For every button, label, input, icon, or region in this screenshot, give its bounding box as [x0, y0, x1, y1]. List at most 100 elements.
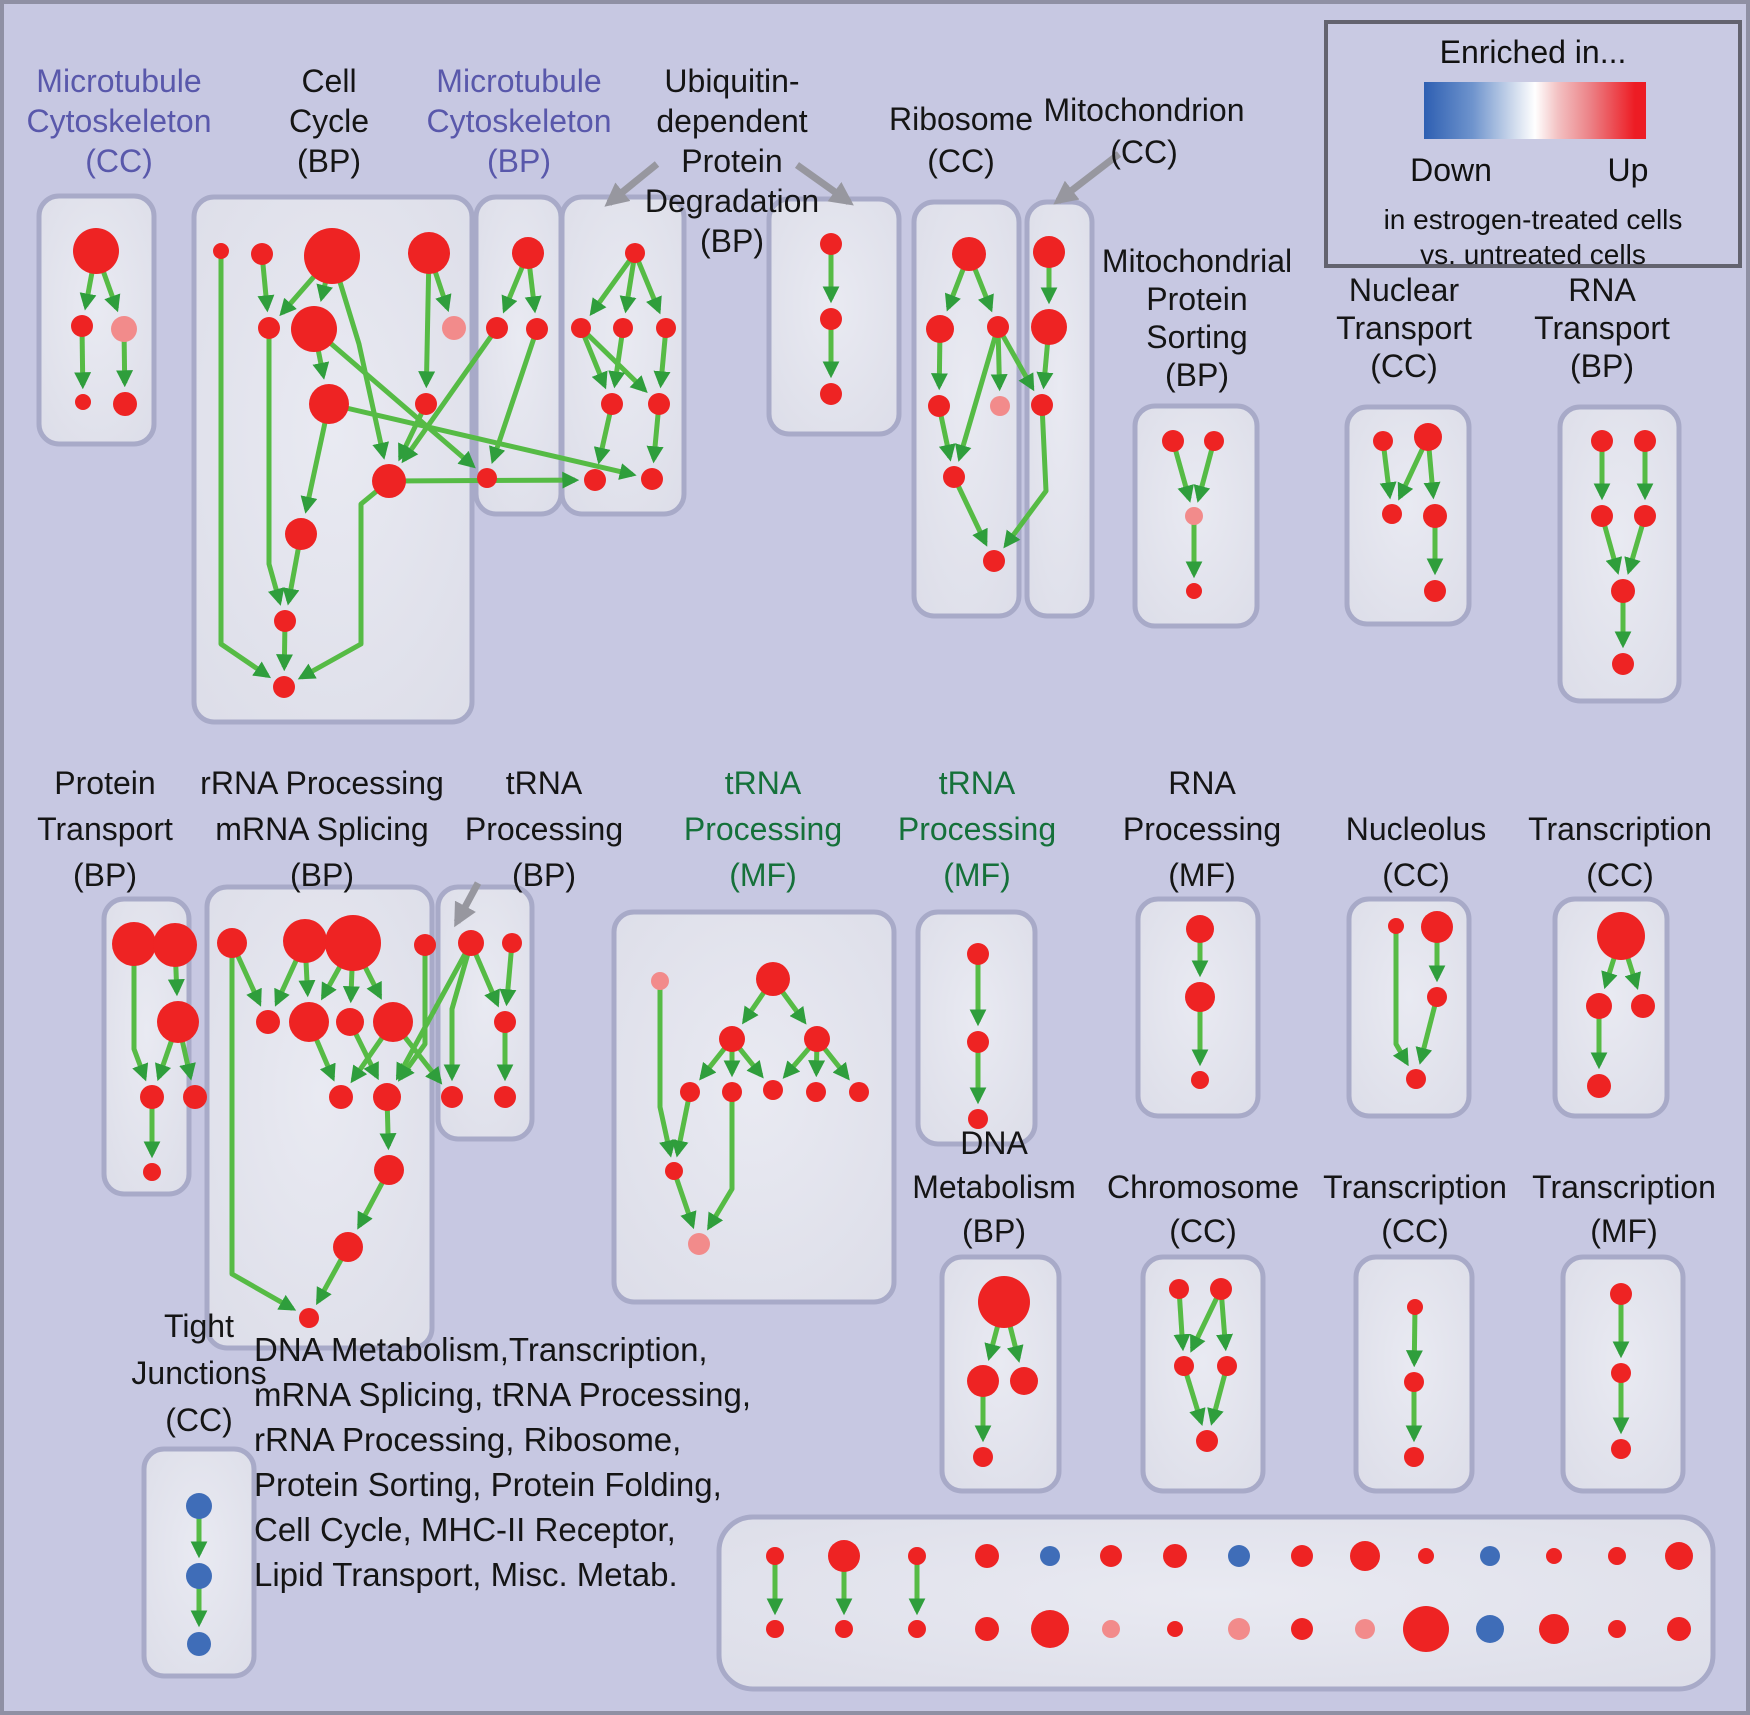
go-term-node-misc-terms-15 [766, 1620, 784, 1638]
go-term-node-misc-terms-2 [908, 1547, 926, 1565]
go-term-node-rna-transport-1 [1634, 430, 1656, 452]
edge-arrow-nucleolus [1415, 996, 1440, 1065]
cluster-label-rna-processing-mf-line1: RNA [1168, 765, 1236, 801]
go-term-node-chromosome-0 [1169, 1279, 1189, 1299]
cluster-label-trna-processing-bp-line1: tRNA [506, 765, 583, 801]
go-term-node-transcription-cc-mid-2 [1631, 994, 1655, 1018]
cluster-label-nuclear-transport-cc-line3: (CC) [1370, 348, 1438, 384]
cluster-label-trna-processing-bp-line3: (BP) [512, 857, 576, 893]
legend-title: Enriched in... [1439, 34, 1627, 70]
go-term-node-trna-processing-bp-2 [494, 1011, 516, 1033]
go-term-node-ribosome-1 [926, 315, 954, 343]
go-term-node-misc-terms-27 [1539, 1614, 1569, 1644]
edge-arrow-trna-processing-mf-big [671, 1091, 693, 1158]
cross-edge-trna-bp-to-rrna [395, 941, 474, 1081]
go-term-node-dna-metabolism-1 [967, 1365, 999, 1397]
go-term-node-mitochondrion-0 [1033, 236, 1065, 268]
pointer-to-mitochondrion-box-icon [1053, 151, 1122, 205]
edge-arrow-nucleolus [1392, 926, 1409, 1067]
go-term-node-misc-terms-4 [1040, 1546, 1060, 1566]
go-term-node-trna-processing-mf-big-8 [849, 1082, 869, 1102]
go-term-node-rrna-processing-mrna-splicing-2 [325, 915, 381, 971]
cluster-label-microtubule-cytoskeleton-cc-line3: (CC) [85, 143, 153, 179]
go-term-node-misc-terms-13 [1608, 1547, 1626, 1565]
cluster-label-dna-metabolism-bp-line3: (BP) [962, 1213, 1026, 1249]
go-term-node-chromosome-3 [1217, 1356, 1237, 1376]
go-term-node-misc-terms-19 [1031, 1610, 1069, 1648]
cross-edge-mito-to-ribosome [1003, 404, 1049, 549]
edge-arrow-trna-processing-mf-big [707, 1092, 735, 1231]
cross-edge-cell-cycle-to-ubiq-right [328, 401, 637, 480]
go-term-node-rrna-processing-mrna-splicing-0 [217, 928, 247, 958]
go-term-node-cell-cycle-10 [285, 518, 317, 550]
go-term-node-cell-cycle-9 [372, 464, 406, 498]
go-term-node-trna-processing-mf-big-2 [719, 1026, 745, 1052]
legend-up-label: Up [1607, 152, 1649, 188]
go-term-node-transcription-cc-bottom-0 [1407, 1299, 1423, 1315]
go-term-node-nucleolus-1 [1421, 911, 1453, 943]
go-term-node-misc-terms-21 [1167, 1621, 1183, 1637]
cluster-box-tight-junctions [141, 1446, 257, 1679]
go-term-node-nuclear-transport-1 [1414, 423, 1442, 451]
go-term-node-rrna-processing-mrna-splicing-7 [373, 1002, 413, 1042]
go-term-node-cell-cycle-2 [304, 228, 360, 284]
go-term-node-rna-transport-4 [1611, 579, 1635, 603]
go-term-node-trna-processing-mf-big-7 [806, 1082, 826, 1102]
annotation-line-5: Cell Cycle, MHC-II Receptor, [254, 1511, 676, 1548]
cluster-box-chromosome [1140, 1254, 1266, 1494]
go-term-node-cell-cycle-8 [415, 393, 437, 415]
go-term-node-transcription-cc-bottom-2 [1404, 1447, 1424, 1467]
edge-arrow-protein-transport [131, 944, 149, 1082]
edge-arrow-chromosome [1189, 1287, 1224, 1353]
cluster-label-mitochondrial-protein-sorting-bp-line1: Mitochondrial [1102, 243, 1292, 279]
go-term-node-ubiquitin-1-1 [571, 318, 591, 338]
cluster-label-cell-cycle-bp-line1: Cell [301, 63, 356, 99]
go-term-node-nucleolus-3 [1406, 1069, 1426, 1089]
go-term-node-misc-terms-11 [1480, 1546, 1500, 1566]
pointer-to-trna-bp-box-icon [453, 881, 482, 928]
go-term-node-dna-metabolism-3 [973, 1447, 993, 1467]
go-term-node-trna-processing-mf-big-9 [665, 1162, 683, 1180]
edge-arrow-trna-processing-bp [443, 942, 474, 1082]
go-term-node-dna-metabolism-2 [1010, 1367, 1038, 1395]
go-term-node-trna-processing-bp-3 [441, 1086, 463, 1108]
go-term-node-protein-transport-3 [140, 1085, 164, 1109]
edge-arrow-cell-cycle [218, 251, 271, 679]
edge-arrow-cell-cycle [329, 255, 390, 460]
go-term-node-ubiquitin-2-1 [820, 308, 842, 330]
go-term-node-rrna-processing-mrna-splicing-10 [374, 1155, 404, 1185]
go-term-node-misc-terms-28 [1608, 1620, 1626, 1638]
cluster-label-cell-cycle-bp-line3: (BP) [297, 143, 361, 179]
go-term-node-microtubule-bp-2 [526, 318, 548, 340]
edge-arrow-cell-cycle [266, 328, 285, 606]
legend-caption-line2: vs. untreated cells [1420, 239, 1646, 270]
go-term-node-rna-processing-mf-0 [1186, 915, 1214, 943]
edge-arrow-ubiquitin-1 [632, 252, 662, 315]
go-term-node-misc-terms-26 [1476, 1615, 1504, 1643]
go-term-node-ubiquitin-1-3 [656, 318, 676, 338]
cluster-label-microtubule-cytoskeleton-bp-line3: (BP) [487, 143, 551, 179]
cluster-label-microtubule-cytoskeleton-bp-line1: Microtubule [436, 63, 601, 99]
cluster-label-transcription-cc-bottom-line1: Transcription [1323, 1169, 1507, 1205]
go-term-node-transcription-cc-bottom-1 [1404, 1372, 1424, 1392]
cluster-label-chromosome-cc-line1: Chromosome [1107, 1169, 1299, 1205]
cluster-label-mitochondrion-cc-line1: Mitochondrion [1044, 92, 1245, 128]
go-term-node-microtubule-bp-0 [512, 237, 544, 269]
go-term-node-protein-transport-4 [183, 1085, 207, 1109]
go-term-node-transcription-cc-mid-3 [1587, 1074, 1611, 1098]
go-term-node-ubiquitin-1-5 [648, 393, 670, 415]
go-term-node-rna-transport-5 [1612, 653, 1634, 675]
go-term-node-mitochondrial-protein-sorting-1 [1204, 431, 1224, 451]
cluster-label-tight-junctions-cc-line3: (CC) [165, 1402, 233, 1438]
go-term-node-microtubule-cc-1 [71, 315, 93, 337]
cluster-label-trna-processing-mf-2-line1: tRNA [939, 765, 1016, 801]
go-term-node-trna-processing-bp-0 [458, 930, 484, 956]
go-term-node-cell-cycle-7 [309, 384, 349, 424]
cluster-label-rrna-processing-mrna-splicing-bp-line3: (BP) [290, 857, 354, 893]
go-term-node-trna-processing-bp-4 [494, 1086, 516, 1108]
go-term-node-ribosome-5 [943, 466, 965, 488]
go-term-node-trna-processing-mf-big-10 [688, 1233, 710, 1255]
go-term-node-nucleolus-0 [1388, 918, 1404, 934]
go-term-node-cell-cycle-3 [408, 232, 450, 274]
